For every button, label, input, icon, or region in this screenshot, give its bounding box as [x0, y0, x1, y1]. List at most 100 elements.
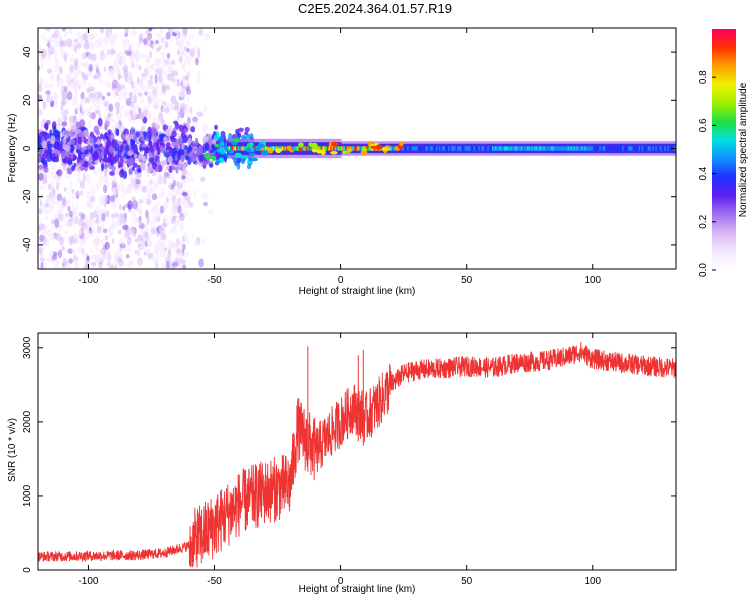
spectrogram-cell: [623, 146, 627, 151]
spectrogram-cell: [129, 93, 136, 100]
spectrogram-cell: [181, 191, 188, 197]
spectrogram-cell: [179, 87, 186, 93]
spectrogram-cell: [463, 146, 467, 151]
spectrogram-cell: [105, 28, 109, 38]
spectrogram-cell: [206, 143, 210, 152]
spectrogram-cell: [105, 141, 110, 147]
spectrogram-cell: [100, 133, 104, 140]
spectrogram-cell: [407, 146, 411, 151]
spectrogram-cell: [482, 146, 486, 151]
spectrogram-cell: [148, 28, 153, 32]
spectrogram-cell: [159, 36, 165, 44]
spectrogram-cell: [590, 146, 594, 151]
spectrogram-cell: [50, 219, 56, 225]
spectrogram-cell: [130, 228, 135, 239]
spectrogram-cell: [614, 146, 618, 151]
spectrogram-cell: [250, 158, 259, 162]
spectrogram-cell: [74, 43, 78, 54]
spectrogram-cell: [151, 193, 158, 201]
spectrogram-cell: [151, 122, 157, 127]
spectrogram-cell: [156, 63, 160, 69]
spectrogram-cell: [128, 133, 134, 140]
spectrogram-cell: [65, 218, 71, 229]
spectrogram-cell: [40, 48, 47, 59]
spectrogram-cell: [80, 61, 83, 66]
spectrogram-panel: -100 -50 0 50 100 -40 -20 0 20 40 Height of strai…: [7, 27, 677, 297]
spectrogram-cell: [646, 146, 650, 151]
spectrogram-cell: [484, 146, 488, 151]
spectrogram-cell: [79, 180, 85, 190]
spectrogram-cell: [53, 94, 59, 101]
spectrogram-cell: [312, 145, 319, 150]
colorbar-label: Normalized spectral amplitude: [738, 82, 749, 217]
colorbar-tick-label: 0.6: [698, 118, 709, 132]
spectrogram-cell: [284, 146, 288, 151]
spectrogram-cell: [128, 168, 133, 176]
spectrogram-cell: [108, 145, 115, 154]
spectrogram-cell: [183, 252, 190, 258]
spectrogram-cell: [561, 146, 565, 151]
spectrogram-cell: [173, 28, 179, 34]
spectrogram-cell: [241, 155, 249, 159]
spectrogram-cell: [165, 31, 171, 40]
spectrogram-cell: [435, 146, 439, 151]
spectrogram-cell: [76, 42, 82, 49]
spectrogram-cell: [525, 146, 529, 151]
spectrogram-cell: [355, 146, 359, 151]
spectrogram-cell: [84, 96, 91, 104]
spectrogram-cell: [122, 57, 126, 68]
spectrogram-cell: [99, 145, 105, 151]
spectrogram-cell: [60, 150, 66, 159]
spectrogram-cell: [472, 146, 476, 151]
spectrogram-cell: [94, 39, 100, 48]
spectrogram-cell: [142, 116, 148, 124]
colorbar-tick-label: 0.8: [698, 70, 709, 84]
spectrogram-cell: [531, 146, 535, 151]
colorbar-tick-label: 0.4: [698, 166, 709, 180]
spectrogram-cell: [107, 215, 111, 220]
spectrogram-cell: [88, 63, 93, 72]
spectrogram-cell: [575, 146, 579, 151]
spectrogram-cell: [51, 234, 55, 242]
spectrogram-cell: [625, 146, 629, 151]
spectrogram-cell: [252, 146, 256, 151]
spectrogram-cell: [63, 54, 68, 62]
spectrogram-cell: [76, 103, 80, 113]
spectrogram-cell: [655, 146, 659, 151]
spectrogram-xtick-label: 0: [338, 275, 344, 286]
snr-xtick-label: -100: [78, 576, 98, 587]
spectrogram-cell: [164, 128, 171, 137]
spectrogram-cell: [606, 146, 610, 151]
spectrogram-cell: [202, 128, 207, 138]
spectrogram-cell: [113, 251, 118, 261]
spectrogram-cell: [445, 146, 449, 151]
spectrogram-cell: [38, 218, 42, 226]
spectrogram-xtick-label: -100: [78, 275, 98, 286]
spectrogram-cell: [98, 78, 104, 85]
spectrogram-cell: [155, 124, 160, 130]
spectrogram-cell: [88, 111, 92, 119]
spectrogram-cell: [66, 167, 71, 175]
spectrogram-cell: [173, 106, 179, 111]
spectrogram-cell: [68, 235, 75, 243]
spectrogram-cell: [426, 146, 430, 151]
spectrogram-cell: [175, 257, 179, 263]
spectrogram-cell: [146, 110, 152, 120]
spectrogram-cell: [416, 146, 420, 151]
spectrogram-cell: [336, 146, 340, 151]
spectrogram-cell: [70, 124, 77, 132]
spectrogram-cell: [667, 146, 671, 151]
spectrogram-cell: [102, 228, 108, 234]
spectrogram-cell: [142, 194, 146, 205]
spectrogram-cell: [161, 107, 165, 114]
spectrogram-cell: [358, 146, 362, 151]
snr-xtick-label: 50: [461, 576, 473, 587]
spectrogram-cell: [249, 152, 256, 156]
spectrogram-cell: [166, 221, 170, 227]
spectrogram-cell: [147, 56, 151, 63]
spectrogram-cell: [308, 146, 312, 151]
spectrogram-cell: [178, 241, 184, 250]
spectrogram-cell: [40, 33, 47, 41]
spectrogram-cell: [133, 153, 138, 159]
spectrogram-cell: [166, 73, 173, 81]
